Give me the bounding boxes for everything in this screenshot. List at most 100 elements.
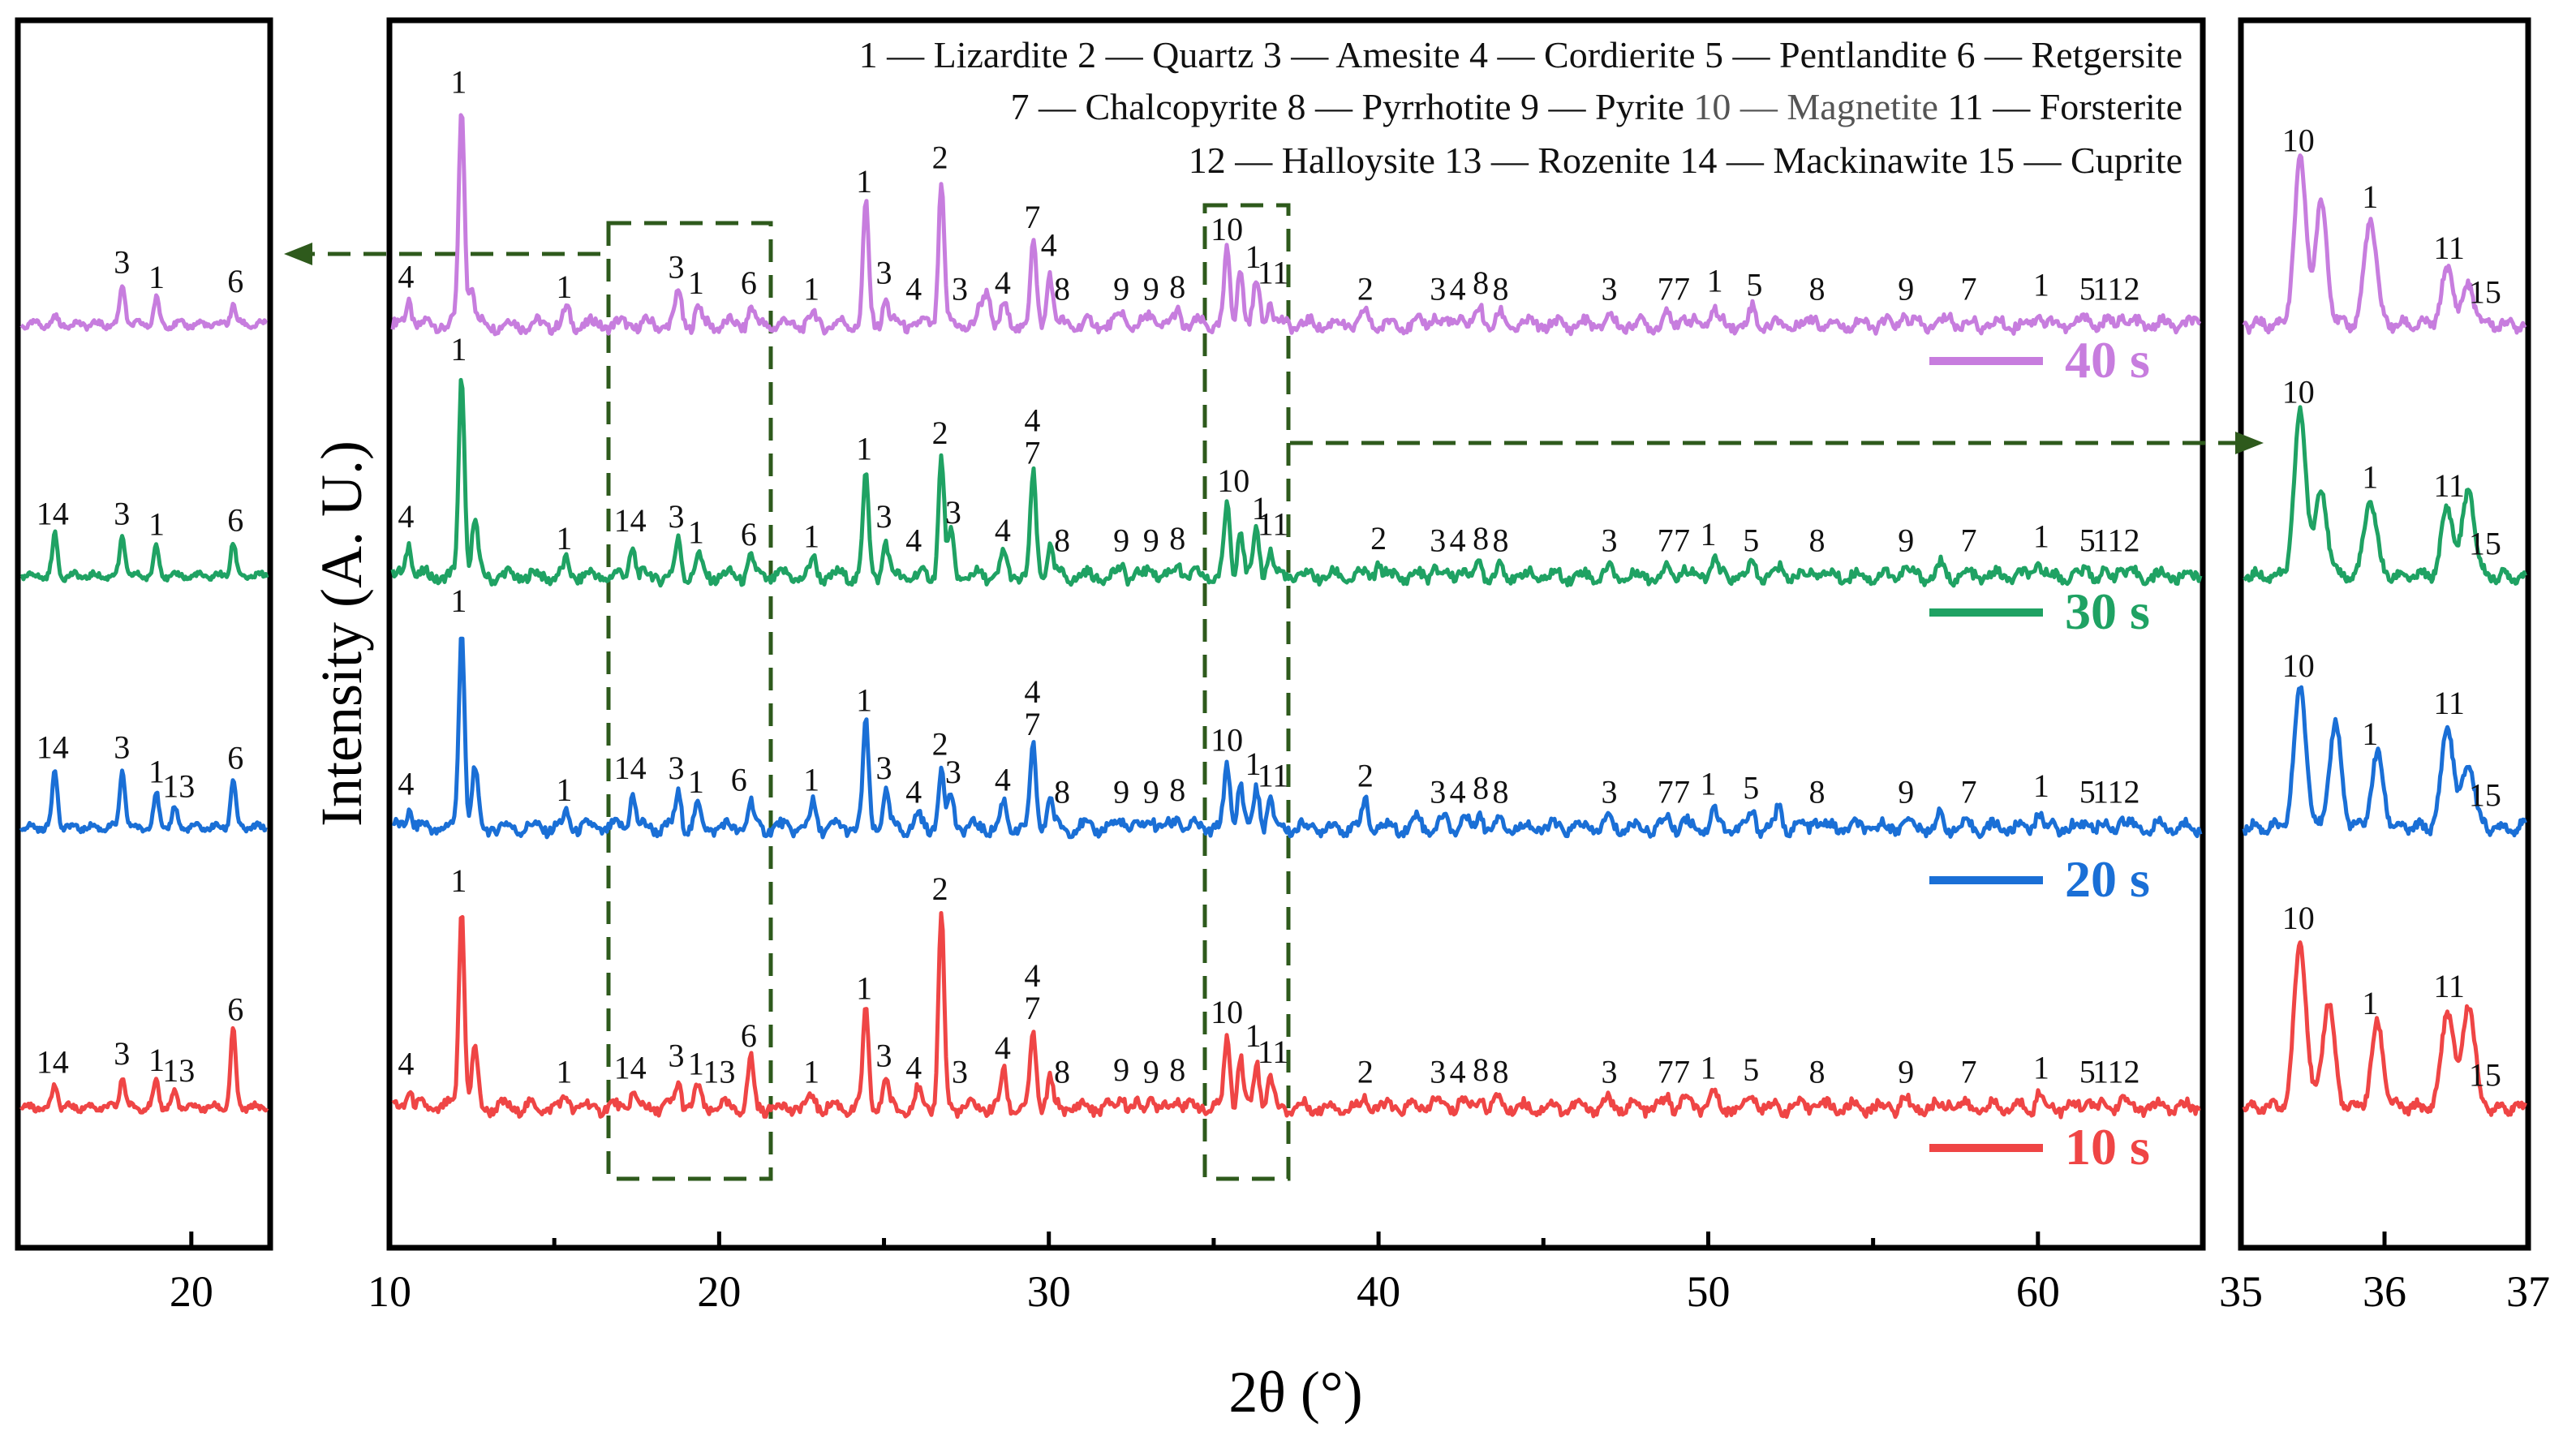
right-inset-peak-label: 10	[2282, 900, 2315, 936]
phase-legend-entry: 7 — Chalcopyrite	[1010, 86, 1287, 127]
right-inset-peak-label: 11	[2433, 685, 2465, 721]
peak-label: 2	[1357, 758, 1374, 794]
peak-label: 1	[450, 582, 467, 619]
main-plot-frame	[386, 17, 2206, 1251]
right-inset-peak-label: 15	[2469, 525, 2501, 561]
peak-label: 9	[1898, 522, 1914, 558]
peak-label: 3	[1430, 270, 1446, 307]
peak-label: 9	[1113, 1051, 1129, 1088]
left-inset-peak-label: 6	[227, 501, 243, 538]
peak-label: 4	[905, 1049, 922, 1085]
peak-label: 1	[1700, 1049, 1716, 1085]
peak-label: 8	[1169, 1051, 1185, 1088]
peak-label: 6	[741, 516, 757, 552]
phase-legend-entry: 10 — Magnetite	[1693, 86, 1947, 127]
x-axis-label: 2θ (°)	[1228, 1360, 1362, 1425]
peak-label: 7	[1024, 435, 1040, 471]
legend-label-30s: 30 s	[2065, 582, 2150, 640]
peak-label: 14	[614, 750, 647, 786]
peak-label: 7	[1960, 773, 1976, 810]
peak-label: 3	[952, 1053, 968, 1090]
peak-label: 1	[856, 431, 872, 467]
peak-label: 7	[1960, 522, 1976, 558]
phase-legend-entry: 3 — Amesite	[1263, 34, 1469, 75]
peak-label: 8	[1809, 270, 1826, 307]
peak-label: 8	[1492, 522, 1508, 558]
peak-label: 1	[688, 763, 704, 800]
trace-40s	[390, 113, 2202, 337]
legend-label-10s: 10 s	[2065, 1118, 2150, 1176]
peak-label: 10	[1211, 994, 1243, 1030]
left-inset-peak-label: 3	[114, 244, 130, 281]
right-inset-x-tick-label: 37	[2506, 1267, 2550, 1316]
peak-label: 1	[803, 1053, 819, 1090]
peak-label: 14	[614, 1049, 647, 1085]
peak-label: 9	[1113, 522, 1129, 558]
series-legend: 40 s 30 s 20 s 10 s	[1929, 331, 2150, 1176]
peak-label: 4	[995, 512, 1011, 548]
left-inset-x-tick-label: 20	[170, 1267, 213, 1316]
phase-legend-entry: 11 — Forsterite	[1947, 86, 2183, 127]
peak-label: 7	[1024, 199, 1040, 235]
peak-label: 4	[995, 762, 1011, 798]
peak-label: 1	[1252, 490, 1268, 527]
peak-label: 8	[1473, 1051, 1489, 1088]
peak-label: 5	[1743, 522, 1759, 558]
right-inset-peak-label: 10	[2282, 647, 2315, 684]
peak-label: 4	[1450, 773, 1466, 810]
peak-label: 7	[1658, 1053, 1674, 1090]
peak-label: 8	[1169, 520, 1185, 557]
peak-label: 8	[1809, 773, 1826, 810]
peak-label: 8	[1809, 1053, 1826, 1090]
left-inset-peak-label: 14	[37, 496, 69, 532]
right-inset-peak-label: 11	[2433, 230, 2465, 266]
peak-label: 8	[1492, 773, 1508, 810]
trace-20s	[391, 636, 2203, 840]
peak-label: 4	[398, 498, 414, 535]
right-inset-peak-label: 10	[2282, 374, 2315, 411]
peak-label: 1	[556, 772, 572, 808]
peak-label: 1	[2033, 266, 2049, 303]
legend-label-40s: 40 s	[2065, 331, 2150, 389]
right-inset-peak-label: 15	[2469, 273, 2501, 310]
peak-label: 3	[669, 498, 685, 535]
peak-label: 3	[945, 494, 961, 531]
peak-label: 3	[876, 255, 892, 291]
peak-label: 1	[2092, 773, 2109, 810]
left-inset-trace-10s	[19, 1025, 269, 1115]
peak-label: 3	[669, 1038, 685, 1074]
left-inset-trace-40s	[19, 284, 268, 332]
phase-legend-row: 1 — Lizardite 2 — Quartz 3 — Amesite 4 —…	[859, 34, 2183, 75]
right-inset-peak-label: 11	[2433, 467, 2465, 504]
left-inset-frame	[15, 17, 273, 1251]
peak-label: 3	[1602, 1053, 1618, 1090]
peak-label: 7	[1658, 522, 1674, 558]
peak-label: 6	[741, 264, 757, 301]
peak-label: 4	[995, 264, 1011, 301]
peak-label: 1	[803, 270, 819, 307]
peak-label: 1	[856, 969, 872, 1006]
legend-label-20s: 20 s	[2065, 850, 2150, 908]
right-inset-peak-label: 1	[2362, 459, 2378, 496]
peak-label: 1	[556, 1053, 572, 1090]
peak-label: 10	[1211, 211, 1243, 247]
peak-label: 4	[905, 522, 922, 558]
peak-label: 1	[1245, 239, 1262, 275]
peak-label: 8	[1492, 1053, 1508, 1090]
peak-label: 8	[1169, 772, 1185, 808]
left-inset-peak-label: 6	[227, 740, 243, 776]
phase-legend-entry: 5 — Pentlandite	[1705, 34, 1956, 75]
peak-label: 9	[1143, 270, 1159, 307]
right-inset-peak-label: 15	[2469, 1056, 2501, 1093]
peak-label: 7	[1960, 1053, 1976, 1090]
peak-label: 1	[450, 862, 467, 899]
peak-label: 1	[2033, 767, 2049, 804]
phase-legend-entry: 2 — Quartz	[1077, 34, 1263, 75]
peak-label: 9	[1143, 1053, 1159, 1090]
peak-label: 12	[2107, 773, 2139, 810]
peak-label: 1	[556, 520, 572, 557]
peak-label: 3	[952, 270, 968, 307]
peak-label: 1	[688, 264, 704, 301]
right-inset-peak-label: 1	[2362, 985, 2378, 1021]
